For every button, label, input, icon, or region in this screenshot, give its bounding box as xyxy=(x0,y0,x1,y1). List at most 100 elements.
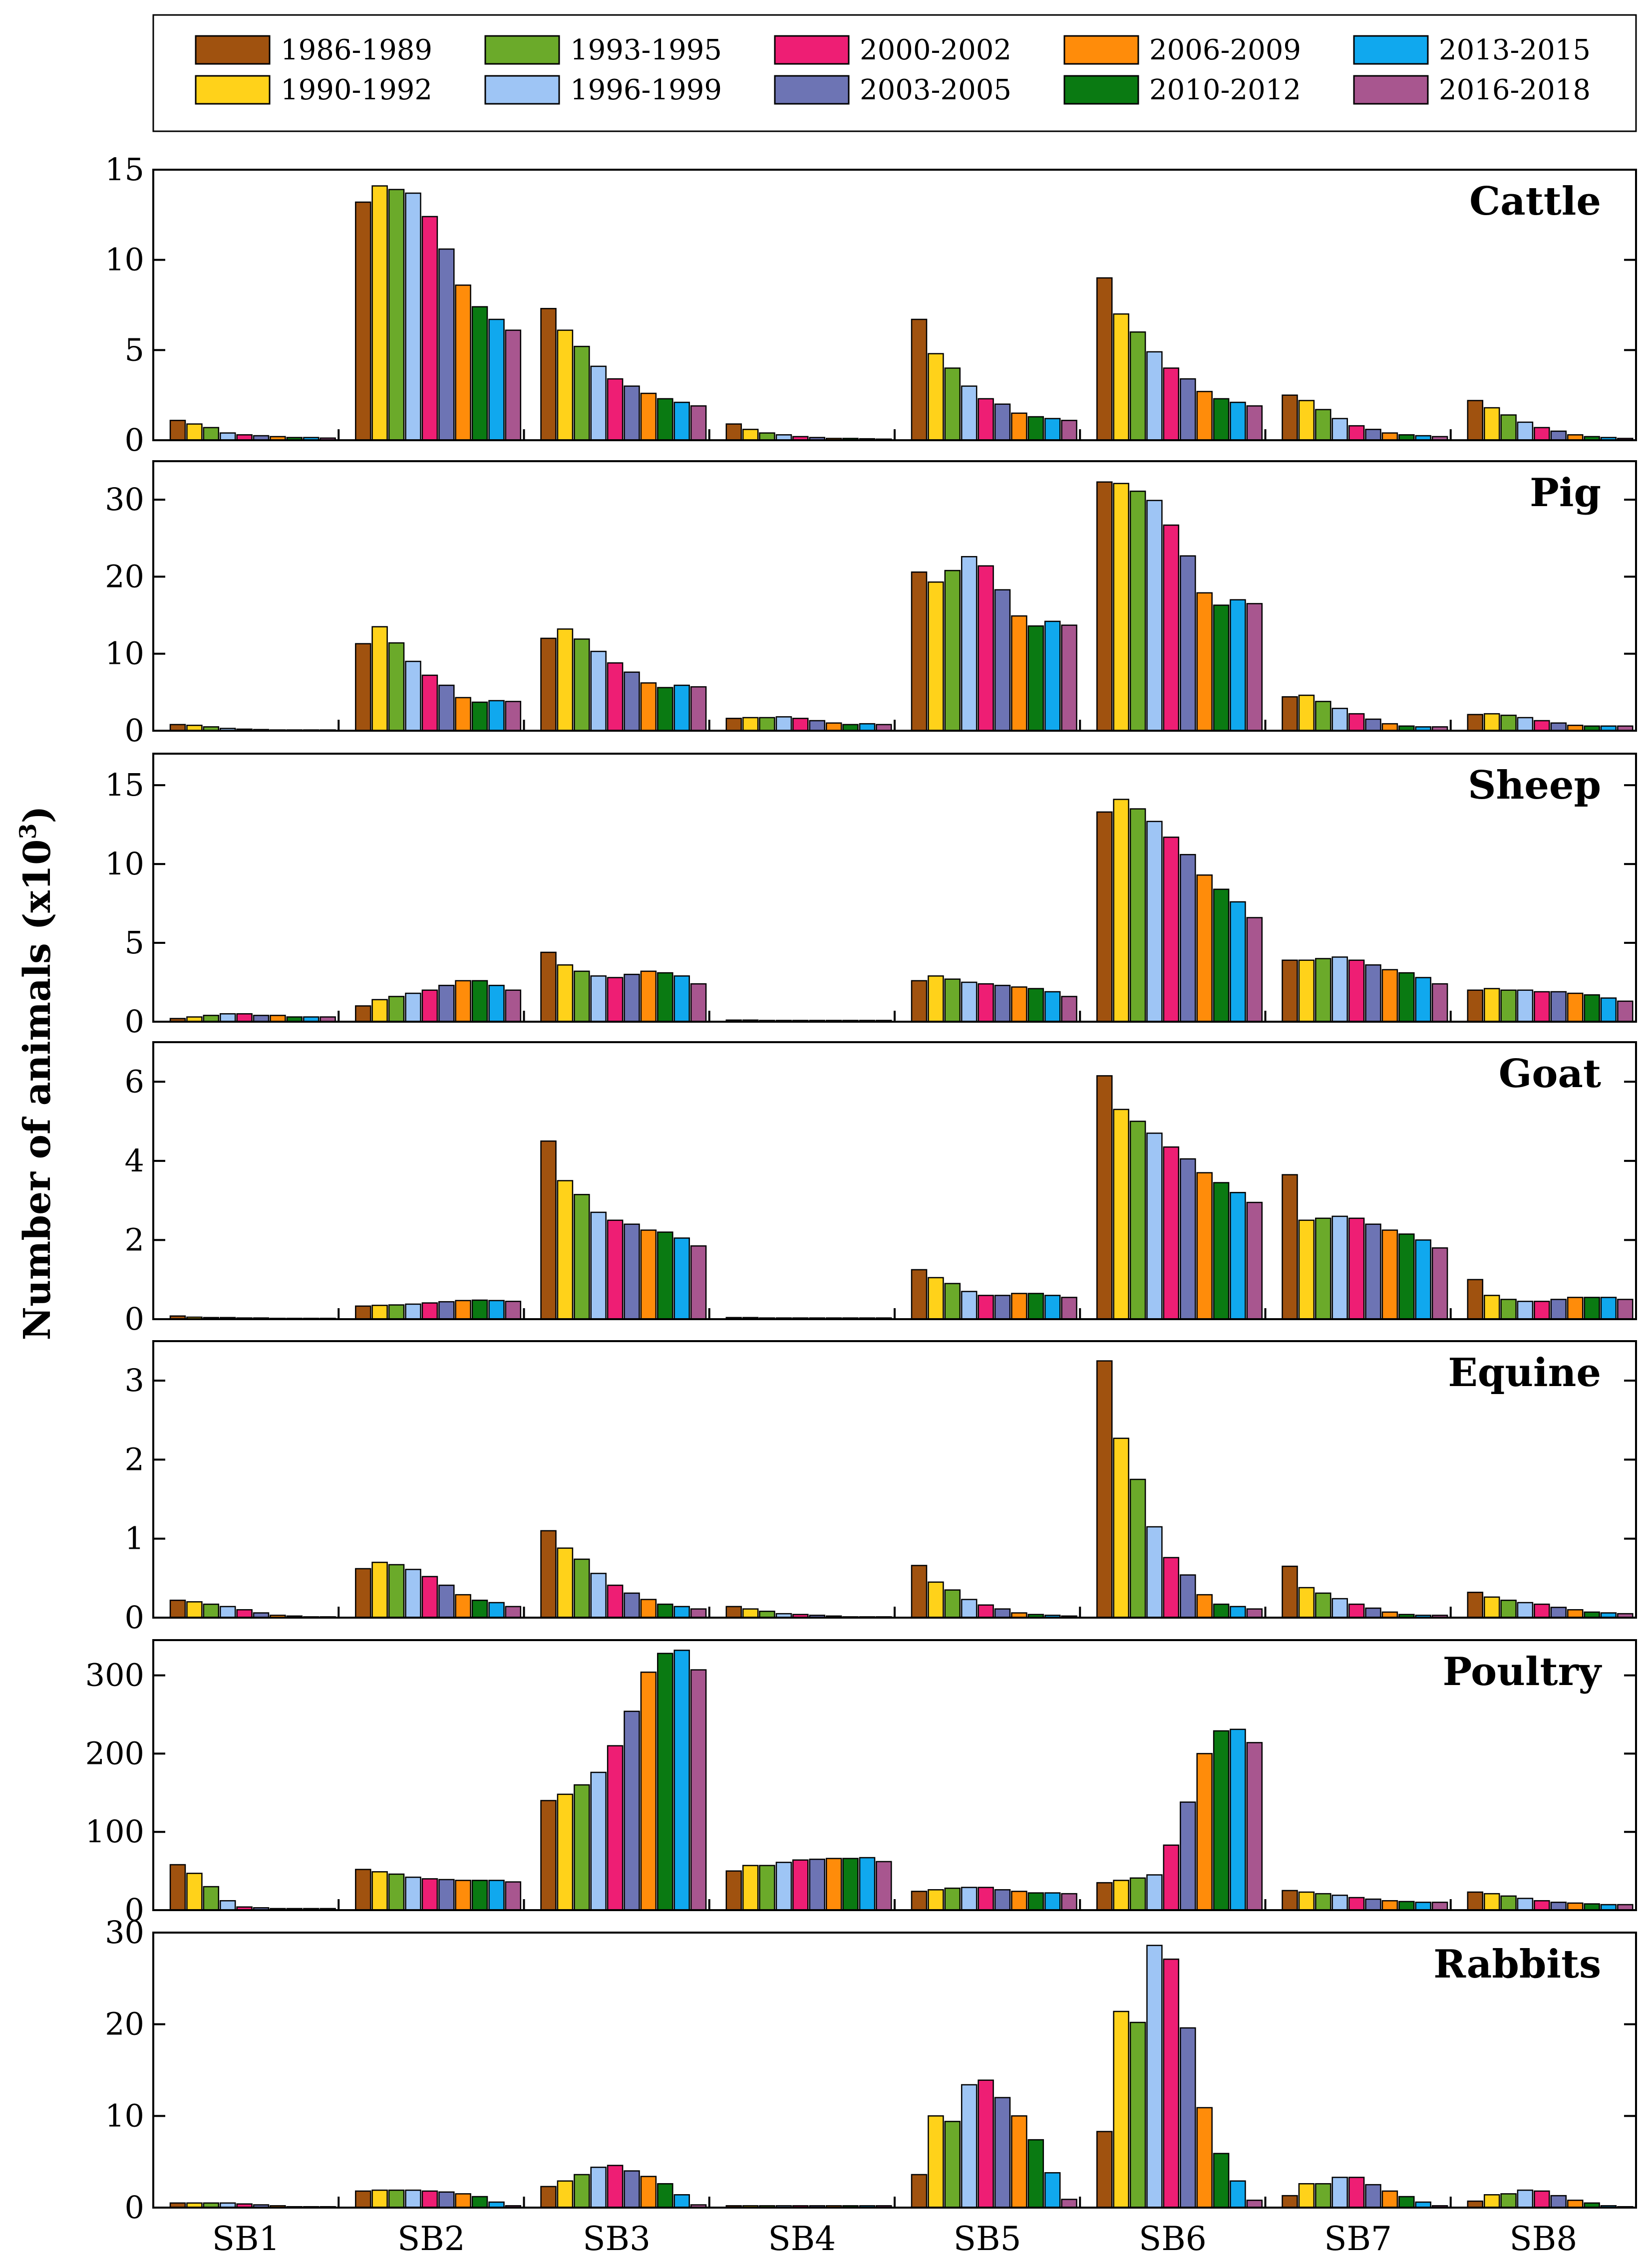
y-tick-label: 2 xyxy=(125,1221,144,1258)
bar xyxy=(1044,620,1061,732)
bar xyxy=(1534,2190,1550,2209)
bar xyxy=(1348,959,1365,1023)
bar xyxy=(1348,1217,1365,1320)
bar xyxy=(169,420,186,441)
bar xyxy=(186,423,203,441)
bar xyxy=(690,405,707,441)
bar xyxy=(1246,405,1263,441)
bar xyxy=(978,565,994,732)
bar xyxy=(1315,958,1331,1023)
bar xyxy=(1027,2139,1044,2209)
y-tick-label: 20 xyxy=(105,558,144,594)
bar xyxy=(1113,799,1129,1023)
bar xyxy=(1196,1753,1213,1911)
bar xyxy=(1230,2180,1246,2209)
bar xyxy=(1483,2194,1500,2209)
bar xyxy=(471,1880,488,1911)
bar xyxy=(1230,1606,1246,1619)
bar xyxy=(388,1304,405,1320)
bar xyxy=(505,989,522,1023)
bar xyxy=(1298,400,1315,441)
x-tick-label: SB1 xyxy=(212,2220,280,2258)
bar xyxy=(1348,2177,1365,2209)
bar xyxy=(1398,1901,1415,1911)
bar xyxy=(1298,1891,1315,1911)
bar xyxy=(809,720,826,732)
bar xyxy=(1517,1898,1534,1911)
bar xyxy=(1567,1902,1584,1911)
bar xyxy=(1415,1239,1431,1320)
bar xyxy=(624,1592,640,1619)
bar xyxy=(911,1565,928,1619)
bar xyxy=(1096,1360,1113,1619)
bar xyxy=(574,1194,590,1320)
bar xyxy=(1096,277,1113,441)
bar xyxy=(590,975,607,1023)
bar xyxy=(1431,1247,1448,1320)
bar xyxy=(1483,1893,1500,1911)
bar xyxy=(219,432,236,441)
bar xyxy=(742,429,759,441)
panel-frame xyxy=(152,1932,1637,2209)
bar xyxy=(673,1606,690,1619)
bar xyxy=(438,2191,455,2209)
bar xyxy=(825,1858,842,1911)
bar xyxy=(1146,1945,1163,2209)
bar xyxy=(421,216,438,441)
legend-label: 2000-2002 xyxy=(860,34,1011,66)
bar xyxy=(961,981,978,1023)
bar xyxy=(825,722,842,732)
bar xyxy=(1246,2200,1263,2209)
bar xyxy=(1331,1598,1348,1619)
bar xyxy=(371,2189,388,2209)
bar xyxy=(1483,1295,1500,1320)
bar xyxy=(1230,901,1246,1023)
bar xyxy=(169,1599,186,1619)
bar xyxy=(1129,331,1146,441)
bar xyxy=(1246,1608,1263,1619)
bar xyxy=(1365,718,1381,732)
y-tick-label: 10 xyxy=(105,635,144,672)
panel-frame xyxy=(152,1639,1637,1911)
legend-label: 1996-1999 xyxy=(570,74,722,106)
bar xyxy=(557,1180,574,1320)
bar xyxy=(994,2097,1011,2209)
bar xyxy=(607,1584,624,1619)
bar xyxy=(657,2183,673,2209)
bar xyxy=(1129,1121,1146,1320)
bar xyxy=(1246,1201,1263,1320)
bar xyxy=(1061,1297,1077,1320)
bar xyxy=(1381,723,1398,732)
bar xyxy=(978,983,994,1023)
y-tick-label: 5 xyxy=(125,924,144,961)
bar xyxy=(607,1219,624,1320)
bar xyxy=(488,985,505,1023)
bar xyxy=(1213,1603,1230,1619)
legend-box xyxy=(152,14,1637,132)
bar xyxy=(928,1581,944,1619)
bar xyxy=(203,427,220,441)
bar xyxy=(1163,367,1180,441)
legend-swatch xyxy=(1063,75,1139,105)
bar xyxy=(640,682,657,732)
legend-swatch xyxy=(774,35,850,65)
y-tick-label: 0 xyxy=(125,1892,144,1928)
bar xyxy=(1163,1844,1180,1911)
x-tick-label: SB8 xyxy=(1510,2220,1578,2258)
bar xyxy=(540,2186,557,2209)
bar xyxy=(1061,1893,1077,1911)
bar xyxy=(1129,1877,1146,1911)
bar xyxy=(1567,2200,1584,2209)
bar xyxy=(405,1303,421,1320)
bar xyxy=(978,1604,994,1619)
bar xyxy=(1011,2115,1027,2209)
bar xyxy=(388,642,405,732)
bar xyxy=(1365,1898,1381,1911)
bar xyxy=(405,660,421,732)
bar xyxy=(1196,391,1213,441)
y-tick-label: 100 xyxy=(85,1813,144,1850)
bar xyxy=(928,581,944,732)
bar xyxy=(438,1584,455,1619)
bar xyxy=(505,701,522,732)
bar xyxy=(673,1237,690,1320)
